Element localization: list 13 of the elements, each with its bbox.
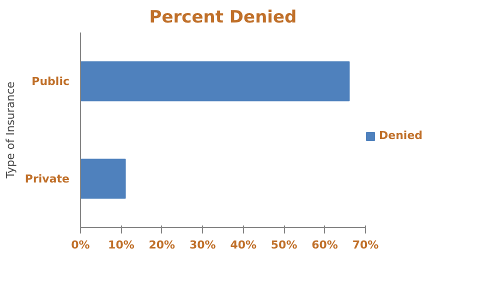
x-tick-label: 60% bbox=[312, 238, 338, 252]
x-tick-label: 0% bbox=[71, 238, 90, 252]
x-tick-label: 40% bbox=[230, 238, 257, 252]
x-tick-label: 50% bbox=[270, 238, 298, 252]
legend-label: Denied bbox=[379, 129, 423, 142]
x-tick-label: 20% bbox=[148, 238, 176, 252]
x-tick-label: 10% bbox=[108, 238, 134, 252]
chart-title: Percent Denied bbox=[149, 8, 297, 28]
y-tick-label: Private bbox=[24, 172, 70, 186]
x-tick-label: 30% bbox=[189, 238, 216, 252]
y-tick-label: Public bbox=[32, 74, 70, 88]
x-tick-label: 70% bbox=[352, 238, 379, 252]
y-axis-title: Type of Insurance bbox=[4, 81, 17, 180]
